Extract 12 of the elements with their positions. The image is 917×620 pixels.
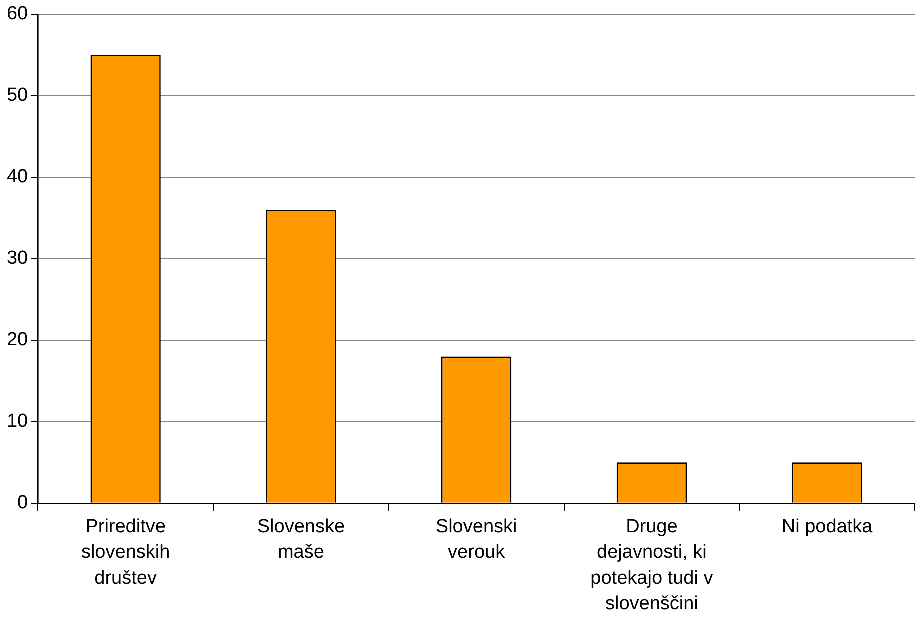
- y-tick-label: 0: [18, 492, 28, 514]
- y-tick-label: 50: [6, 85, 28, 106]
- x-tick-label: Ni podatka: [782, 516, 874, 538]
- x-tick-label: Prireditve slovenskih društev: [81, 516, 170, 589]
- x-tick-label: Slovenske maše: [257, 516, 346, 564]
- y-tick-label: 40: [6, 166, 28, 188]
- y-tick-label: 20: [6, 330, 28, 351]
- x-tick-label: Druge dejavnosti, ki potekajo tudi v slovenščini: [590, 516, 714, 614]
- y-tick-label: 30: [6, 248, 28, 270]
- y-tick-label: 10: [6, 411, 28, 432]
- x-tick-label: Slovenski verouk: [436, 516, 518, 564]
- y-tick-label: 60: [6, 4, 28, 25]
